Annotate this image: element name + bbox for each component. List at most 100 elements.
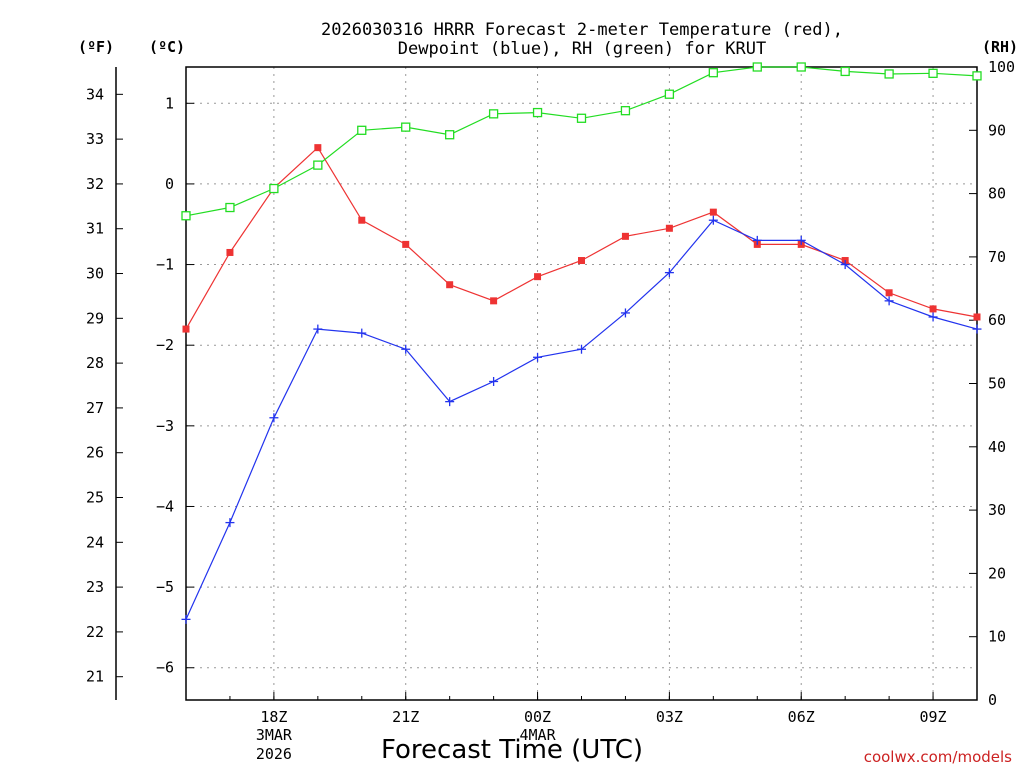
rh-point <box>840 66 850 77</box>
temperature-point <box>182 325 190 333</box>
celsius-tick-label: 0 <box>165 175 174 193</box>
dewpoint-point <box>577 344 586 354</box>
fahrenheit-tick-label: 33 <box>86 130 104 148</box>
temperature-point <box>929 305 937 313</box>
dewpoint-point <box>489 376 499 386</box>
rh-point <box>796 62 806 72</box>
rh-line <box>185 66 978 217</box>
temperature-point <box>709 208 717 216</box>
x-tick-label: 21Z <box>392 708 419 726</box>
rh-point <box>972 71 982 81</box>
temperature-point <box>402 240 410 248</box>
rh-point <box>752 62 762 72</box>
celsius-tick-label: 1 <box>165 94 174 112</box>
rh-point <box>357 125 367 135</box>
rh-point <box>664 89 675 99</box>
fahrenheit-tick-label: 31 <box>86 220 104 238</box>
dewpoint-point <box>269 413 279 423</box>
temperature-point <box>358 216 366 224</box>
fahrenheit-tick-label: 23 <box>86 578 104 596</box>
x-tick-label: 09Z <box>920 708 947 726</box>
temperature-point <box>226 248 234 256</box>
temperature-point <box>490 297 498 305</box>
celsius-tick-label: −1 <box>156 256 174 274</box>
dewpoint-point <box>225 518 235 528</box>
temperature-point <box>578 257 585 265</box>
grid-layer <box>186 67 977 700</box>
dewpoint-point <box>840 260 850 270</box>
rh-point <box>884 69 894 79</box>
rh-point <box>269 183 279 194</box>
fahrenheit-unit-label: (ºF) <box>78 38 114 56</box>
dewpoint-point <box>664 268 674 278</box>
rh-point <box>576 113 587 123</box>
x-tick-date-label: 4MAR <box>519 726 556 744</box>
rh-tick-label: 70 <box>988 248 1006 266</box>
fahrenheit-tick-label: 25 <box>86 489 104 507</box>
plot-frame <box>185 66 978 701</box>
dewpoint-point <box>181 614 191 624</box>
rh-point <box>708 68 718 78</box>
temperature-point <box>314 144 322 152</box>
rh-point <box>488 109 499 119</box>
rh-tick-label: 90 <box>988 121 1006 139</box>
rh-unit-label: (RH) <box>982 38 1018 56</box>
fahrenheit-tick-label: 22 <box>86 623 104 641</box>
rh-tick-label: 80 <box>988 185 1006 203</box>
celsius-tick-label: −3 <box>156 417 174 435</box>
dewpoint-point <box>928 312 938 322</box>
celsius-tick-label: −2 <box>156 336 174 354</box>
temperature-point <box>973 313 981 321</box>
rh-point <box>532 107 543 118</box>
temperature-point <box>446 281 454 289</box>
temperature-line <box>185 146 978 330</box>
celsius-unit-label: (ºC) <box>149 38 185 56</box>
dewpoint-point <box>972 324 982 334</box>
dewpoint-point <box>401 344 411 354</box>
dewpoint-point <box>533 352 543 362</box>
rh-point <box>620 106 631 116</box>
fahrenheit-tick-label: 27 <box>86 399 104 417</box>
temperature-point <box>534 273 542 281</box>
rh-tick-label: 30 <box>988 501 1006 519</box>
rh-tick-label: 50 <box>988 375 1006 393</box>
celsius-tick-label: −4 <box>156 497 174 515</box>
rh-tick-label: 100 <box>988 58 1015 76</box>
rh-point <box>445 130 455 140</box>
dewpoint-point <box>620 308 630 318</box>
temperature-point <box>621 232 629 240</box>
rh-tick-label: 40 <box>988 438 1006 456</box>
rh-point <box>401 122 411 132</box>
fahrenheit-tick-label: 21 <box>86 668 104 686</box>
rh-tick-label: 20 <box>988 564 1006 582</box>
credit-text: coolwx.com/models <box>864 748 1012 766</box>
rh-tick-label: 10 <box>988 628 1006 646</box>
dewpoint-point <box>752 235 762 245</box>
rh-tick-label: 0 <box>988 691 997 709</box>
fahrenheit-tick-label: 29 <box>86 309 104 327</box>
celsius-tick-label: −5 <box>156 578 174 596</box>
rh-tick-label: 60 <box>988 311 1006 329</box>
x-tick-label: 18Z <box>260 708 287 726</box>
fahrenheit-tick-label: 28 <box>86 354 104 372</box>
x-tick-label: 03Z <box>656 708 683 726</box>
fahrenheit-tick-label: 34 <box>86 85 104 103</box>
chart-title-line-2: Dewpoint (blue), RH (green) for KRUT <box>398 39 766 59</box>
fahrenheit-tick-label: 24 <box>86 533 104 551</box>
dewpoint-point <box>884 296 894 306</box>
x-axis-title: Forecast Time (UTC) <box>381 735 643 765</box>
dewpoint-point <box>445 397 455 407</box>
chart-title-line-1: 2026030316 HRRR Forecast 2-meter Tempera… <box>321 20 843 40</box>
rh-point <box>928 68 938 78</box>
temperature-point <box>665 224 673 232</box>
fahrenheit-tick-label: 26 <box>86 444 104 462</box>
rh-point <box>181 211 191 221</box>
dewpoint-line <box>185 219 978 620</box>
x-tick-year-label: 2026 <box>256 745 292 763</box>
axes-layer: 343332313029282726252423222110−1−2−3−4−5… <box>86 58 1015 763</box>
celsius-tick-label: −6 <box>156 659 174 677</box>
x-tick-label: 00Z <box>524 708 551 726</box>
fahrenheit-tick-label: 30 <box>86 265 104 283</box>
series-layer <box>181 62 982 624</box>
